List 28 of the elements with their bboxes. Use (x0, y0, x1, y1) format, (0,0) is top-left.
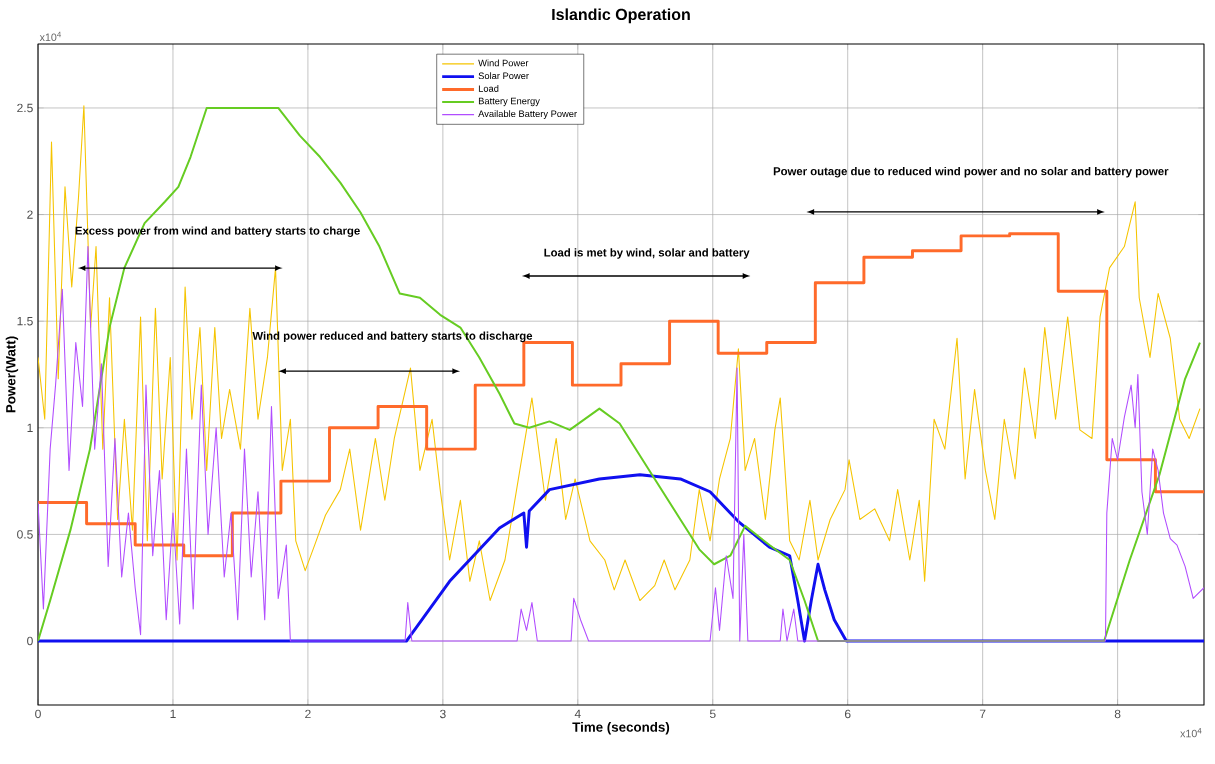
x-tick-label: 7 (979, 709, 986, 718)
y-tick-label: 2.5 (17, 103, 33, 113)
legend-label: Available Battery Power (478, 110, 577, 119)
y-tick-label: 0.5 (17, 530, 33, 539)
line-series (38, 246, 1204, 642)
x-tick-label: 0 (35, 709, 41, 719)
y-tick-label: 1.5 (17, 316, 33, 326)
x-tick-label: 5 (709, 709, 716, 719)
x-tick-label: 4 (574, 709, 581, 718)
y-tick-label: 1 (27, 423, 33, 432)
x-tick-label: 6 (844, 709, 851, 719)
annotation: Load is met by wind, solar and battery (544, 248, 750, 259)
legend-label: Load (478, 85, 499, 92)
text: x10$^{4}$ (39, 31, 62, 42)
legend-label: Battery Energy (478, 97, 540, 107)
y-axis-title: Power(Watt) (5, 336, 19, 413)
y-tick-label: 2 (27, 210, 33, 219)
annotation: Power outage due to reduced wind power and no solar and battery power (773, 166, 1169, 178)
x-tick-label: 1 (170, 709, 176, 718)
legend-label: Wind Power (478, 59, 529, 67)
y-tick-label: 0 (27, 636, 33, 646)
x-tick-label: 3 (439, 709, 446, 719)
x-tick-label: 2 (305, 709, 311, 719)
text: x10$^{4}$ (1180, 727, 1202, 738)
legend-label: Solar Power (478, 72, 529, 80)
x-tick-label: 8 (1114, 709, 1121, 719)
x-axis-title: Time (seconds) (572, 722, 670, 735)
chart-title: Islandic Operation (552, 8, 690, 24)
